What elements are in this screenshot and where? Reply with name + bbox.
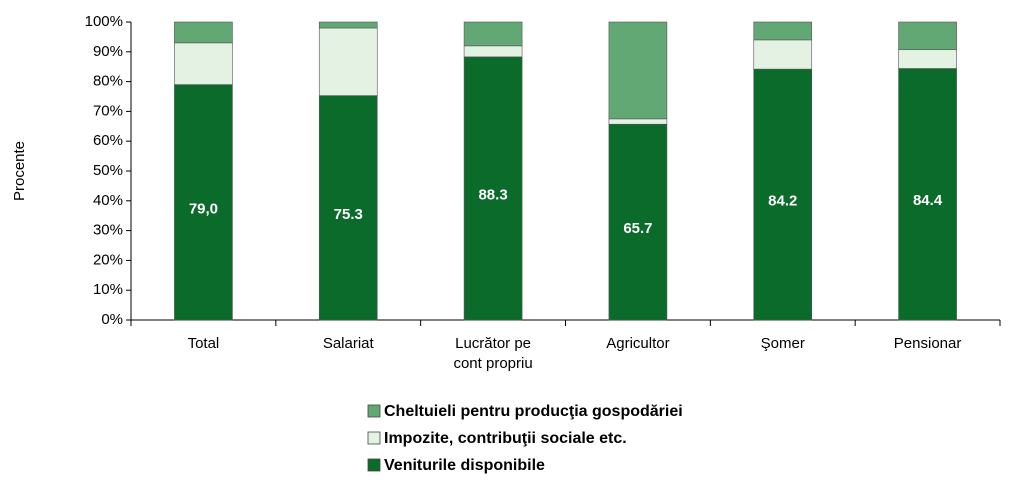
x-tick-label: Total xyxy=(188,335,220,352)
bar-segment xyxy=(174,84,233,321)
bar-segment xyxy=(898,21,957,51)
bar-segment xyxy=(753,39,813,70)
y-tick-label: 10% xyxy=(93,281,123,298)
y-tick-label: 70% xyxy=(93,102,123,119)
y-tick-label: 50% xyxy=(93,162,123,179)
bar-segment xyxy=(463,56,523,321)
y-tick-label: 20% xyxy=(93,251,123,268)
legend-label: Impozite, contribuţii sociale etc. xyxy=(384,430,627,447)
legend-label: Cheltuieli pentru producţia gospodăriei xyxy=(384,403,683,420)
legend-swatch xyxy=(367,431,381,445)
y-axis-label: Procente xyxy=(11,141,28,201)
y-tick-label: 40% xyxy=(93,192,123,209)
bar-segment xyxy=(318,95,378,321)
bar-segment xyxy=(608,21,668,120)
bar-segment xyxy=(463,21,523,47)
y-tick-label: 30% xyxy=(93,222,123,239)
y-tick-label: 90% xyxy=(93,43,123,60)
legend-swatch xyxy=(367,458,381,472)
data-label: 88.3 xyxy=(478,186,507,203)
data-label: 79,0 xyxy=(189,200,218,217)
legend-swatch xyxy=(367,404,381,418)
y-tick-label: 0% xyxy=(101,311,123,328)
data-label: 75.3 xyxy=(334,206,363,223)
x-tick-label: Salariat xyxy=(323,335,375,352)
data-label: 84.4 xyxy=(913,192,943,209)
bar-segment xyxy=(608,123,668,321)
bar-segment xyxy=(608,118,668,125)
bar-segment xyxy=(318,21,378,29)
data-label: 65.7 xyxy=(623,220,652,237)
x-tick-label: Agricultor xyxy=(606,335,669,352)
y-tick-label: 80% xyxy=(93,73,123,90)
bar-segment xyxy=(753,21,813,41)
x-tick-label: Lucrător pe cont propriu xyxy=(453,335,532,372)
bar-segment xyxy=(463,45,523,58)
bar-segment xyxy=(753,68,813,321)
x-tick-label: Şomer xyxy=(761,335,805,352)
bar-segment xyxy=(318,27,378,96)
bar-segment xyxy=(174,42,233,85)
y-tick-label: 60% xyxy=(93,132,123,149)
bar-segment xyxy=(174,21,233,44)
legend-label: Veniturile disponibile xyxy=(384,457,545,474)
y-tick-label: 100% xyxy=(85,13,123,30)
data-label: 84.2 xyxy=(768,193,797,210)
bar-segment xyxy=(898,68,957,321)
x-tick-label: Pensionar xyxy=(894,335,962,352)
bar-segment xyxy=(898,49,957,69)
